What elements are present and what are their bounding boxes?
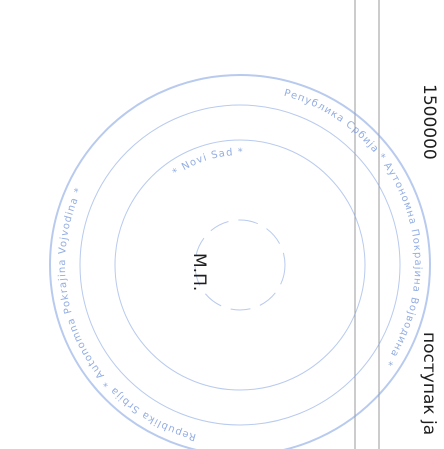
seal-mark: М.П. bbox=[189, 253, 209, 291]
stamp-ring bbox=[114, 139, 366, 391]
stamp-ring bbox=[79, 104, 401, 426]
stamp-ring bbox=[49, 74, 431, 449]
stamp-center bbox=[194, 219, 286, 311]
amount: 1500000 bbox=[419, 84, 439, 160]
text-fragment: поступак ја bbox=[419, 332, 439, 435]
